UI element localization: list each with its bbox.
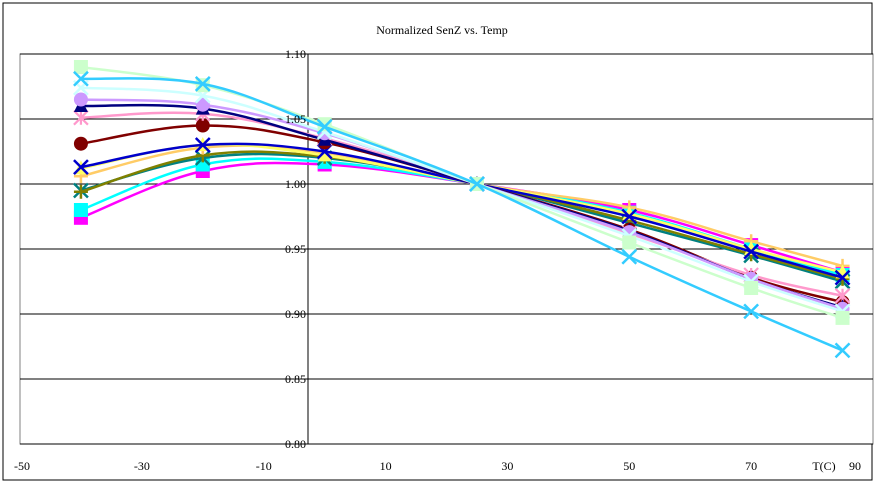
gridlines — [20, 53, 873, 380]
x-axis-label: T(C) — [812, 459, 835, 473]
chart-title: Normalized SenZ vs. Temp — [376, 23, 508, 37]
data-point-x — [194, 76, 211, 92]
y-tick-label: 1.05 — [285, 112, 306, 126]
x-tick-label: 10 — [380, 459, 392, 473]
y-tick-label: 0.95 — [285, 242, 306, 256]
data-point-x — [73, 70, 89, 87]
y-tick-label: 1.00 — [285, 177, 306, 191]
data-point-x — [743, 303, 760, 320]
data-point-x — [469, 176, 485, 192]
data-point-x — [834, 342, 851, 359]
data-point-x — [743, 243, 760, 260]
data-point-square — [73, 60, 88, 74]
y-tick-label: 0.85 — [285, 372, 306, 386]
series-14 — [73, 70, 851, 359]
data-point-x — [73, 159, 89, 175]
data-point-x — [621, 208, 638, 225]
data-point-x — [834, 269, 851, 286]
x-tick-label: -30 — [134, 459, 150, 473]
data-point-square — [744, 281, 759, 295]
data-point-circle — [73, 92, 88, 107]
y-tick-label: 1.10 — [285, 47, 306, 61]
data-point-triangle — [317, 147, 332, 162]
x-tick-label: -50 — [14, 459, 30, 473]
data-point-square — [835, 310, 850, 325]
y-tick-label: 0.90 — [285, 307, 306, 321]
x-tick-label: 70 — [745, 459, 757, 473]
data-point-circle — [195, 97, 210, 112]
data-point-square — [73, 203, 88, 217]
tick-labels: 0.80 0.85 0.90 0.95 1.00 1.05 1.10 -50 -30 -10 10 3… — [14, 47, 861, 473]
data-point-x — [621, 248, 638, 265]
x-tick-label: 30 — [501, 459, 513, 473]
x-tick-label: 50 — [623, 459, 635, 473]
x-tick-label: 90 — [849, 459, 861, 473]
data-point-circle — [73, 136, 88, 151]
data-point-x — [316, 118, 333, 135]
x-tick-label: -10 — [256, 459, 272, 473]
y-tick-label: 0.80 — [285, 437, 306, 451]
data-point-square — [622, 235, 637, 250]
data-point-circle — [195, 118, 210, 133]
series-group — [73, 60, 851, 359]
data-point-plus — [73, 184, 88, 199]
data-point-asterisk — [73, 109, 89, 126]
data-point-x — [194, 137, 211, 153]
